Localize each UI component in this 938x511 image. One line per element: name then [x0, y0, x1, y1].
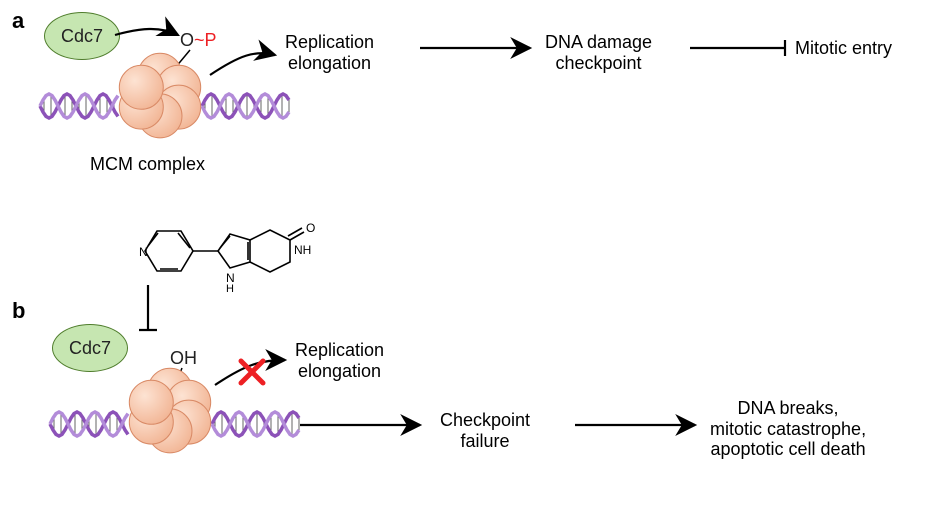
svg-text:H: H — [226, 283, 234, 295]
chemical-structure: N N H O NH — [130, 196, 330, 306]
svg-text:NH: NH — [294, 243, 311, 257]
svg-text:N: N — [139, 245, 148, 259]
svg-text:O: O — [306, 221, 315, 235]
